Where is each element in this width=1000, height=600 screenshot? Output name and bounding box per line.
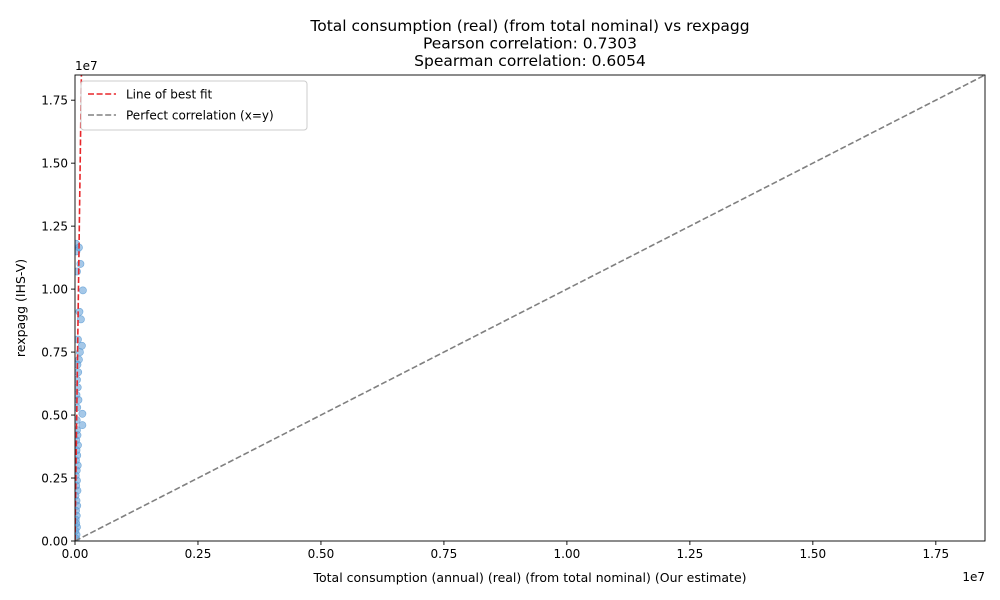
y-tick-label: 1.00	[41, 282, 68, 296]
chart-title: Total consumption (real) (from total nom…	[309, 17, 749, 70]
best-fit-line	[75, 75, 83, 541]
x-tick-label: 0.00	[62, 547, 89, 561]
chart-subtitle-line: Spearman correlation: 0.6054	[414, 52, 646, 70]
x-tick-label: 1.00	[554, 547, 581, 561]
x-axis-offset-label: 1e7	[962, 570, 985, 584]
legend: Line of best fit Perfect correlation (x=y…	[80, 80, 308, 131]
y-tick-label: 0.25	[41, 471, 68, 485]
scatter-point	[77, 315, 85, 324]
scatter-point	[78, 421, 87, 430]
y-tick-label: 1.25	[41, 219, 68, 233]
x-tick-label: 0.75	[431, 547, 458, 561]
x-tick-label: 1.75	[922, 547, 949, 561]
y-tick-label: 1.75	[41, 93, 68, 107]
chart-title-line: Total consumption (real) (from total nom…	[309, 17, 749, 35]
scatter-point	[77, 341, 86, 350]
legend-box	[80, 80, 308, 131]
legend-label: Line of best fit	[126, 87, 213, 101]
x-tick-label: 1.25	[677, 547, 704, 561]
scatter-point	[75, 368, 83, 377]
legend-label: Perfect correlation (x=y)	[126, 108, 274, 122]
scatter-point	[78, 286, 87, 295]
x-tick-label: 1.50	[799, 547, 826, 561]
y-axis-offset-label: 1e7	[75, 59, 98, 73]
axes: 0.00 0.25 0.50 0.75 1.00 1.25 1.50 1.75 0.00 0.25…	[41, 74, 986, 561]
scatter-point	[75, 307, 84, 316]
x-tick-label: 0.25	[185, 547, 212, 561]
scatter-point	[76, 260, 85, 268]
scatter-point	[75, 355, 83, 364]
y-tick-label: 0.00	[41, 534, 68, 548]
plot-frame	[74, 74, 986, 542]
plot-area	[75, 75, 985, 541]
perfect-correlation-line	[75, 75, 985, 541]
y-tick-label: 0.50	[41, 408, 68, 422]
x-axis-label: Total consumption (annual) (real) (from …	[312, 570, 746, 585]
y-axis-label: rexpagg (IHS-V)	[13, 259, 28, 357]
scatter-point	[78, 409, 87, 418]
y-tick-label: 1.50	[41, 156, 68, 170]
x-tick-label: 0.50	[308, 547, 335, 561]
chart-subtitle-line: Pearson correlation: 0.7303	[423, 35, 637, 53]
y-tick-label: 0.75	[41, 345, 68, 359]
